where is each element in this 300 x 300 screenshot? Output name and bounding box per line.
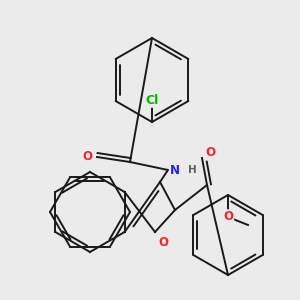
Text: H: H xyxy=(188,165,196,175)
Text: N: N xyxy=(170,164,180,176)
Text: O: O xyxy=(82,151,92,164)
Text: O: O xyxy=(158,236,168,248)
Text: Cl: Cl xyxy=(146,94,159,106)
Text: O: O xyxy=(223,211,233,224)
Text: O: O xyxy=(205,146,215,160)
